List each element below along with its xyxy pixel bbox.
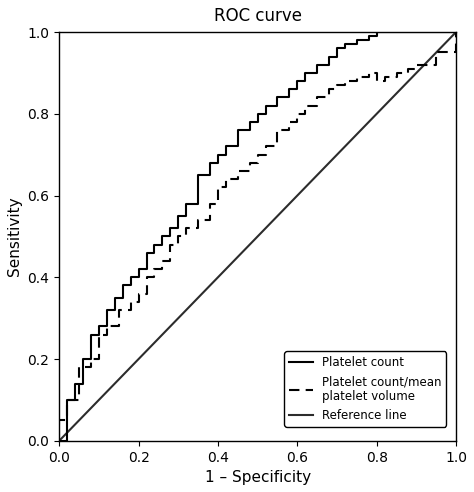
Legend: Platelet count, Platelet count/mean
platelet volume, Reference line: Platelet count, Platelet count/mean plat… xyxy=(284,351,446,427)
Y-axis label: Sensitivity: Sensitivity xyxy=(7,197,22,276)
Title: ROC curve: ROC curve xyxy=(214,7,301,25)
X-axis label: 1 – Specificity: 1 – Specificity xyxy=(205,470,310,485)
